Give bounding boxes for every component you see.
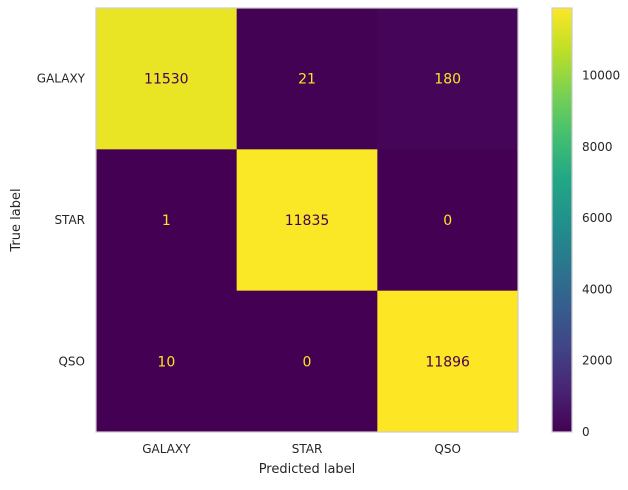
axes-frame (95, 7, 519, 433)
colorbar-tick-label: 8000 (582, 140, 613, 154)
cell-value-label: 10 (157, 354, 175, 370)
y-tick-label: GALAXY (37, 72, 86, 86)
colorbar-tick-label: 2000 (582, 354, 613, 368)
colorbar (551, 7, 573, 433)
cell-galaxy-star (236, 8, 378, 150)
cell-value-label: 0 (443, 213, 452, 229)
cell-star-galaxy (96, 149, 238, 292)
y-tick-label: QSO (58, 354, 85, 368)
cell-value-label: 11835 (285, 213, 330, 229)
colorbar-tick-label: 10000 (582, 69, 620, 83)
cell-galaxy-qso (377, 8, 519, 150)
cell-qso-galaxy (96, 290, 238, 433)
x-tick-label: GALAXY (142, 442, 191, 456)
cell-value-label: 11530 (144, 72, 189, 88)
cell-value-label: 21 (298, 72, 316, 88)
y-tick-label: STAR (54, 213, 85, 227)
cell-value-label: 0 (303, 354, 312, 370)
x-axis-ticks: GALAXY STAR QSO (142, 442, 461, 456)
cell-qso-star (236, 290, 378, 433)
cell-value-label: 1 (162, 213, 171, 229)
x-tick-label: STAR (292, 442, 323, 456)
x-tick-label: QSO (434, 442, 461, 456)
y-axis-ticks: GALAXY STAR QSO (37, 72, 86, 369)
cell-qso-qso (377, 290, 519, 433)
colorbar-ticks: 0 2000 4000 6000 8000 10000 (582, 69, 620, 439)
colorbar-tick-label: 0 (582, 425, 590, 439)
cell-value-label: 180 (434, 72, 461, 88)
cell-value-label: 11896 (425, 354, 470, 370)
y-axis-label: True label (9, 188, 24, 252)
colorbar-tick-label: 6000 (582, 211, 613, 225)
heatmap-cells (96, 8, 519, 433)
colorbar-tick-label: 4000 (582, 282, 613, 296)
cell-star-qso (377, 149, 519, 292)
cell-star-star (236, 149, 378, 292)
cell-galaxy-galaxy (96, 8, 238, 150)
cell-value-labels: 11530 21 180 1 11835 0 10 0 11896 (144, 72, 470, 371)
x-axis-label: Predicted label (259, 462, 356, 477)
